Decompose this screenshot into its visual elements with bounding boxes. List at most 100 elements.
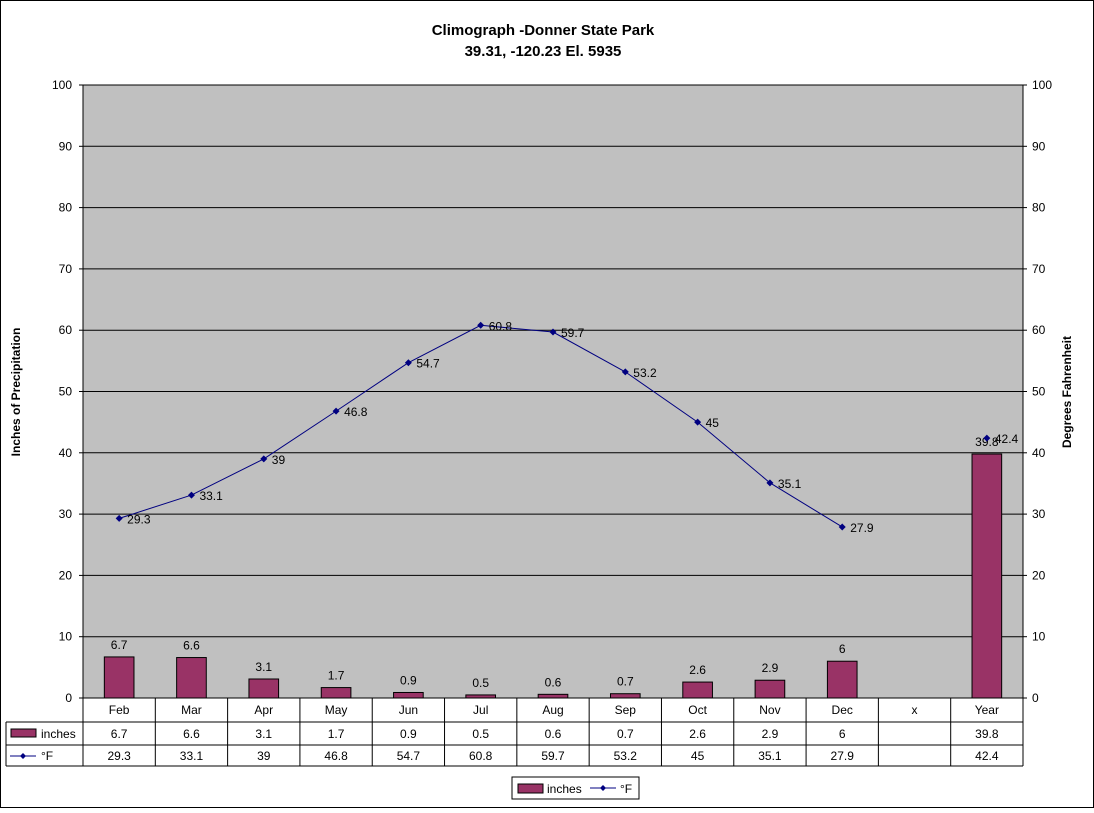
y-tick-label: 100 — [52, 78, 72, 92]
legend-label-inches: inches — [547, 782, 582, 796]
y-tick-label: 50 — [59, 385, 73, 399]
precip-data-label: 3.1 — [255, 660, 272, 674]
temperature-point — [838, 523, 846, 531]
y2-tick-label: 90 — [1032, 139, 1046, 153]
y2-axis-label: Degrees Fahrenheit — [1060, 336, 1074, 448]
precip-bar — [176, 657, 207, 699]
y2-tick-label: 20 — [1032, 568, 1046, 582]
y-axis-ticks: 0 0 10 10 20 20 30 30 40 40 50 50 60 60 70 70 80 80 90 90 10… — [52, 78, 1052, 705]
table-cell-temp: 53.2 — [614, 749, 638, 763]
x-category-label: Year — [975, 703, 999, 717]
y-tick-label: 30 — [59, 507, 73, 521]
temperature-data-label: 29.3 — [127, 512, 151, 526]
table-cell-inches: 3.1 — [255, 727, 272, 741]
precip-data-label: 6.7 — [111, 638, 128, 652]
precip-data-label: 0.6 — [545, 675, 562, 689]
legend-swatch-inches — [517, 783, 544, 794]
precip-bar — [754, 679, 786, 699]
temperature-point — [187, 491, 195, 499]
x-category-label: x — [912, 703, 918, 717]
legend: inches °F — [511, 776, 640, 800]
y-tick-label: 60 — [59, 323, 73, 337]
precip-bar — [682, 681, 713, 699]
precip-bar — [609, 693, 641, 699]
table-cell-inches: 1.7 — [328, 727, 345, 741]
temperature-data-label: 35.1 — [778, 477, 802, 491]
precip-bar — [971, 453, 1003, 699]
precip-bar — [537, 693, 569, 699]
temperature-point — [694, 418, 702, 426]
legend-box — [511, 776, 640, 800]
temperature-point — [332, 407, 340, 415]
precip-bar — [103, 656, 135, 699]
table-cell-inches: 0.9 — [400, 727, 417, 741]
precip-data-label: 2.9 — [762, 661, 779, 675]
precip-data-label: 0.9 — [400, 673, 417, 687]
temperature-data-label: 39 — [272, 453, 286, 467]
temperature-data-label: 60.8 — [489, 319, 513, 333]
table-cell-inches: 6 — [839, 727, 846, 741]
legend-marker-temp — [600, 785, 606, 791]
y-tick-label: 90 — [59, 139, 73, 153]
precip-bar — [248, 678, 280, 699]
y-tick-label: 70 — [59, 262, 73, 276]
x-category-label: Mar — [181, 703, 202, 717]
data-table: Feb 6.7 29.3 Mar 6.6 33.1 Apr 3.1 39 May 1.7 46.8 Ju… — [5, 697, 1024, 767]
table-row-label-temp: °F — [41, 749, 53, 763]
precip-data-label: 1.7 — [328, 669, 345, 683]
y-tick-label: 80 — [59, 201, 73, 215]
x-category-label: Dec — [832, 703, 853, 717]
y2-tick-label: 50 — [1032, 385, 1046, 399]
y2-tick-label: 80 — [1032, 201, 1046, 215]
temperature-data-label: 42.4 — [995, 432, 1019, 446]
table-cell-inches: 0.7 — [617, 727, 634, 741]
y2-tick-label: 10 — [1032, 630, 1046, 644]
y2-tick-label: 0 — [1032, 691, 1039, 705]
table-cell-temp: 46.8 — [324, 749, 348, 763]
temperature-data-label: 27.9 — [850, 521, 874, 535]
temperature-point — [115, 514, 123, 522]
table-cell-inches: 6.6 — [183, 727, 200, 741]
table-cell-temp: 29.3 — [107, 749, 131, 763]
precip-data-label: 6.6 — [183, 639, 200, 653]
temperature-point — [260, 455, 268, 463]
table-cell-temp: 60.8 — [469, 749, 493, 763]
table-key-marker — [20, 753, 26, 759]
temperature-data-label: 33.1 — [199, 489, 223, 503]
precip-data-label: 0.7 — [617, 675, 634, 689]
y2-tick-label: 100 — [1032, 78, 1052, 92]
y-tick-label: 10 — [59, 630, 73, 644]
x-category-label: May — [325, 703, 348, 717]
temperature-point — [477, 321, 485, 329]
y2-tick-label: 30 — [1032, 507, 1046, 521]
temperature-point — [766, 479, 774, 487]
table-cell-temp: 59.7 — [541, 749, 565, 763]
table-cell-temp: 39 — [257, 749, 271, 763]
table-cell-temp: 27.9 — [831, 749, 855, 763]
table-cell-inches: 0.6 — [545, 727, 562, 741]
y-axis-label: Inches of Precipitation — [9, 328, 23, 457]
y2-tick-label: 40 — [1032, 446, 1046, 460]
precip-bar — [393, 691, 424, 699]
temperature-data-label: 45 — [706, 416, 720, 430]
x-category-label: Feb — [109, 703, 130, 717]
y2-tick-label: 70 — [1032, 262, 1046, 276]
y2-tick-label: 60 — [1032, 323, 1046, 337]
table-cell-temp: 54.7 — [397, 749, 421, 763]
precip-data-label: 2.6 — [689, 663, 706, 677]
precip-bar — [320, 687, 352, 699]
table-cell-inches: 2.6 — [689, 727, 706, 741]
table-cell-inches: 2.9 — [762, 727, 779, 741]
temperature-line: 29.3 33.1 39 46.8 54.7 60.8 59.7 53.2 45 35.1 27.9… — [115, 319, 1019, 535]
temperature-point — [983, 434, 991, 442]
table-cell-temp: 35.1 — [758, 749, 782, 763]
precip-data-label: 6 — [839, 642, 846, 656]
temperature-data-label: 54.7 — [416, 357, 440, 371]
x-category-label: Jun — [399, 703, 418, 717]
table-cell-temp: 42.4 — [975, 749, 999, 763]
temperature-point — [404, 359, 412, 367]
precip-data-label: 0.5 — [472, 676, 489, 690]
x-category-label: Oct — [688, 703, 707, 717]
